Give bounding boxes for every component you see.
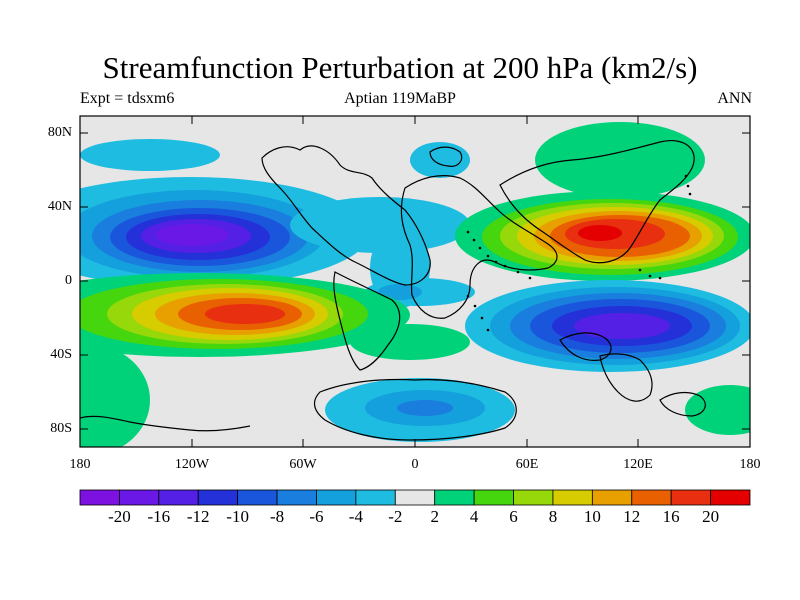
colorbar-label: -8 xyxy=(269,507,285,526)
antarctic-low xyxy=(325,378,515,442)
lon-label-180w: 180 xyxy=(69,457,91,472)
lon-label-120w: 120W xyxy=(174,457,210,472)
colorbar-swatch xyxy=(434,489,475,506)
colorbar-swatch xyxy=(591,489,633,506)
colorbar-swatch xyxy=(670,489,711,506)
colorbar-swatch xyxy=(710,489,751,506)
colorbar-label: 20 xyxy=(702,507,720,526)
colorbar-swatch xyxy=(197,489,239,506)
colorbar-swatch xyxy=(473,489,514,506)
colorbar-label: 8 xyxy=(548,507,558,526)
colorbar-swatch xyxy=(355,489,396,506)
lat-label-40n: 40N xyxy=(47,199,72,214)
colorbar-label: -20 xyxy=(108,507,131,526)
lat-label-0: 0 xyxy=(65,273,72,288)
contour-field xyxy=(80,116,750,447)
colorbar-label: -10 xyxy=(226,507,249,526)
colorbar-swatch xyxy=(513,489,554,506)
colorbar-label: -4 xyxy=(348,507,363,526)
colorbar-label: 16 xyxy=(662,507,680,526)
colorbar xyxy=(79,489,751,506)
colorbar-swatch xyxy=(79,489,120,506)
experiment-label: Expt = tdsxm6 xyxy=(80,90,175,107)
colorbar-swatch xyxy=(552,489,593,506)
south-pacific-green xyxy=(685,385,750,435)
south-atlantic-high xyxy=(350,324,470,360)
colorbar-label: 4 xyxy=(469,507,479,526)
chart-title: Streamfunction Perturbation at 200 hPa (… xyxy=(102,50,698,85)
lon-label-120e: 120E xyxy=(623,457,653,472)
lat-label-80s: 80S xyxy=(50,421,72,436)
colorbar-label: -6 xyxy=(309,507,324,526)
island-dots xyxy=(466,174,692,332)
colorbar-label: 6 xyxy=(509,507,518,526)
period-label: Aptian 119MaBP xyxy=(344,90,456,107)
colorbar-swatch xyxy=(158,489,199,506)
colorbar-label: 10 xyxy=(583,507,601,526)
colorbar-label: -16 xyxy=(147,507,171,526)
colorbar-swatch xyxy=(631,489,672,506)
lat-label-80n: 80N xyxy=(47,125,72,140)
lat-label-40s: 40S xyxy=(50,347,72,362)
colorbar-label: -12 xyxy=(186,507,210,526)
colorbar-swatch xyxy=(394,489,436,506)
indian-ocean-low xyxy=(465,280,750,372)
season-label: ANN xyxy=(717,90,752,107)
north-pacific-low xyxy=(80,139,370,287)
colorbar-swatch xyxy=(276,489,317,506)
lon-label-60w: 60W xyxy=(289,457,317,472)
lon-label-180e: 180 xyxy=(739,457,761,472)
colorbar-label: 2 xyxy=(430,507,439,526)
colorbar-swatch xyxy=(119,489,160,506)
axis-ticks xyxy=(80,116,750,447)
colorbar-label: 12 xyxy=(623,507,641,526)
lon-label-60e: 60E xyxy=(515,457,539,472)
lon-label-0: 0 xyxy=(411,457,419,472)
colorbar-swatch xyxy=(237,489,278,506)
colorbar-swatch xyxy=(316,489,357,506)
south-pacific-high xyxy=(80,273,410,447)
colorbar-label: -2 xyxy=(388,507,403,526)
